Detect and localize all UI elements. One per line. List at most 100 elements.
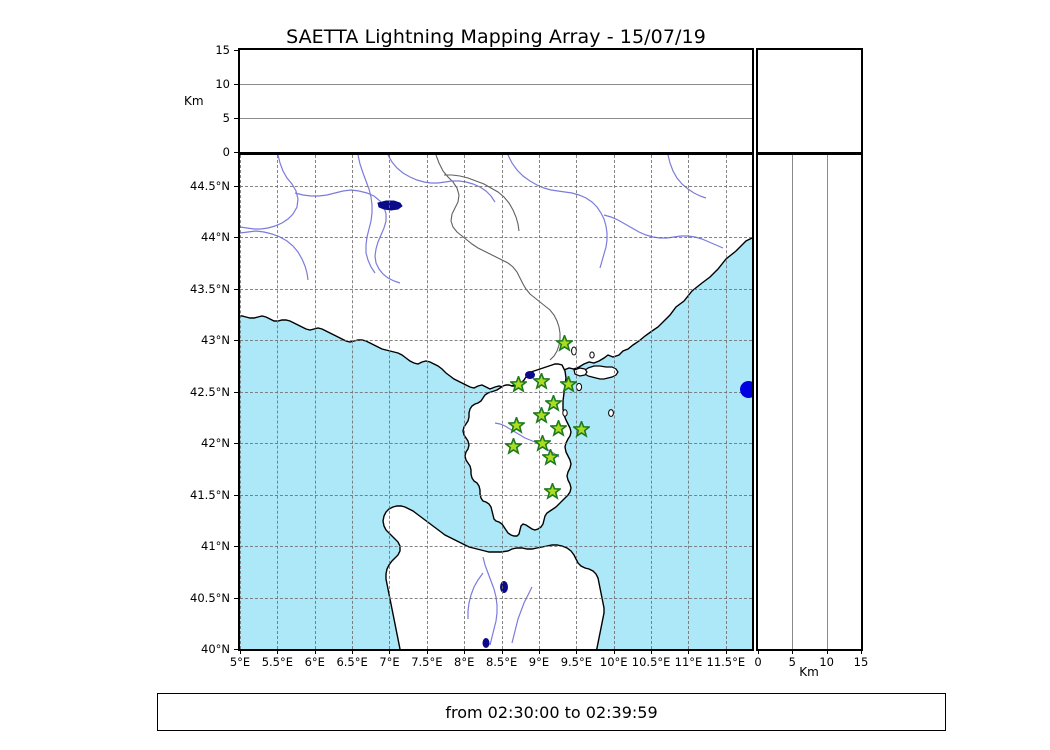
lma-station-marker (503, 436, 524, 455)
map-lon-ticklabel: 5°E (229, 655, 251, 669)
map-lon-ticklabel: 9.5°E (560, 655, 592, 669)
lake-sardinia-2 (482, 638, 490, 648)
lma-station-marker (554, 333, 575, 352)
map-lat-ticklabel: 41.5°N (190, 487, 230, 502)
map-lon-ticklabel: 8°E (454, 655, 475, 669)
map-gridline-lat (240, 288, 752, 290)
map-lat-tickmark (234, 649, 238, 650)
map-lat-ticklabel: 44.5°N (190, 178, 230, 193)
top-panel-axis-caption: Km (184, 94, 204, 108)
map-lon-tickmark (538, 650, 540, 654)
map-gridline-lat (240, 340, 752, 342)
map-lon-tickmark (240, 650, 241, 654)
right-panel-tickmark (861, 650, 862, 654)
map-lat-ticklabel: 42.5°N (190, 384, 230, 399)
river-sardinia-1 (482, 556, 498, 646)
lma-station-marker (542, 481, 563, 500)
map-gridline-lon (277, 155, 279, 649)
map-lat-ticklabel: 42°N (201, 436, 230, 451)
map-gridline-lat (240, 494, 752, 496)
corner-panel (756, 48, 863, 154)
top-elevation-panel (238, 48, 754, 154)
map-lon-ticklabel: 11°E (674, 655, 703, 669)
map-lon-tickmark (501, 650, 503, 654)
border-inland-1 (444, 174, 520, 232)
river-po (507, 155, 608, 269)
map-gridline-lon (389, 155, 391, 649)
map-lon-tickmark (426, 650, 428, 654)
map-gridline-lon (240, 155, 241, 649)
lma-station-marker (548, 418, 569, 438)
map-gridline-lon (613, 155, 615, 649)
map-lon-tickmark (277, 650, 279, 654)
map-gridline-lat (240, 391, 752, 393)
right-panel-tickmark (792, 650, 794, 654)
right-panel-tickmark (758, 650, 759, 654)
river-west-1 (240, 230, 309, 281)
map-lat-tickmark (234, 494, 238, 496)
top-panel-ticklabel: 10 (215, 77, 230, 91)
river-corsica-golo (494, 422, 560, 458)
river-adige (667, 155, 707, 199)
map-lat-ticklabel: 41°N (201, 539, 230, 554)
map-lon-tickmark (464, 650, 466, 654)
lma-station-marker (559, 374, 579, 393)
corner-plot-area (758, 50, 861, 152)
map-gridline-lon (464, 155, 466, 649)
right-panel-ticklabel: 10 (819, 655, 834, 669)
map-lat-tickmark (234, 237, 238, 239)
right-elevation-plot-area (758, 155, 861, 649)
map-lon-ticklabel: 6°E (304, 655, 325, 669)
map-lon-tickmark (576, 650, 578, 654)
map-lat-tickmark (234, 597, 238, 599)
lma-station-marker (543, 392, 563, 412)
right-elevation-panel (756, 153, 863, 651)
map-lon-ticklabel: 8.5°E (485, 655, 518, 669)
right-panel-ticklabel: 5 (788, 655, 796, 669)
lake-coast-1 (525, 371, 535, 379)
right-panel-gridline (792, 155, 794, 649)
map-lat-tickmark (234, 391, 238, 393)
map-gridline-lat (240, 237, 752, 239)
map-gridline-lat (240, 443, 752, 445)
top-panel-tickmark (234, 84, 238, 85)
river-rhone (240, 155, 299, 230)
map-gridline-lat (240, 185, 752, 187)
map-gridline-lon (688, 155, 690, 649)
map-gridline-lon (426, 155, 428, 649)
right-panel-ticklabel: 15 (853, 655, 869, 669)
right-panel-tickmark (826, 650, 828, 654)
map-lat-ticklabel: 43°N (201, 333, 230, 348)
map-gridline-lat (240, 546, 752, 548)
map-gridline-lon (501, 155, 503, 649)
lma-station-marker (532, 432, 553, 452)
map-lat-tickmark (234, 340, 238, 342)
right-panel-gridline (826, 155, 828, 649)
map-lon-tickmark (688, 650, 690, 654)
map-panel (238, 153, 754, 651)
lma-station-marker (531, 371, 551, 390)
map-lat-ticklabel: 40°N (201, 642, 230, 656)
map-gridline-lat (240, 597, 752, 599)
coastline-islet-2 (562, 409, 568, 417)
map-gridlines (240, 155, 752, 649)
right-panel-ticklabel: 0 (754, 655, 762, 669)
lma-station-marker (508, 374, 528, 393)
map-plot-area (240, 155, 752, 649)
map-lat-ticklabel: 43.5°N (190, 281, 230, 296)
lma-station-marker (541, 447, 561, 466)
map-lon-ticklabel: 5.5°E (261, 655, 294, 669)
top-panel-ticklabel: 5 (222, 111, 230, 125)
top-panel-gridline (240, 118, 752, 119)
top-panel-gridline (240, 84, 752, 85)
map-gridline-lon (651, 155, 653, 649)
map-lon-tickmark (725, 650, 727, 654)
vhf-source-marker (739, 381, 752, 399)
time-range-status-bar: from 02:30:00 to 02:39:59 (157, 693, 946, 731)
map-lat-tickmark (234, 185, 238, 187)
map-lon-ticklabel: 7°E (379, 655, 400, 669)
map-lat-tickmark (234, 546, 238, 548)
top-panel-ticklabel: 15 (215, 43, 230, 57)
coastline-islet-3 (608, 409, 614, 417)
